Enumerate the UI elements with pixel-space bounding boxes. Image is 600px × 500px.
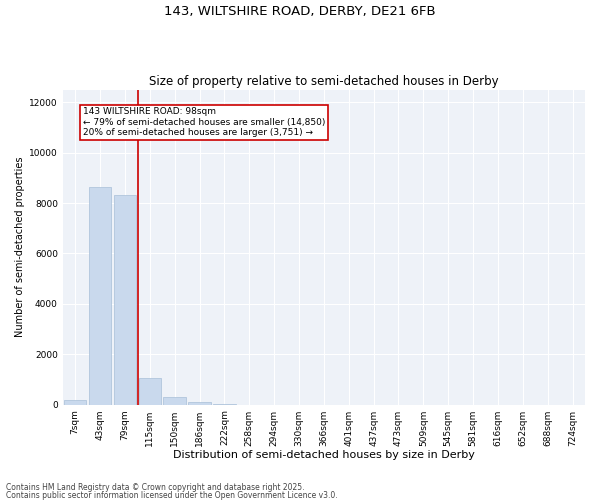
- Text: 143 WILTSHIRE ROAD: 98sqm
← 79% of semi-detached houses are smaller (14,850)
20%: 143 WILTSHIRE ROAD: 98sqm ← 79% of semi-…: [83, 108, 325, 137]
- Title: Size of property relative to semi-detached houses in Derby: Size of property relative to semi-detach…: [149, 76, 499, 88]
- Text: Contains public sector information licensed under the Open Government Licence v3: Contains public sector information licen…: [6, 490, 338, 500]
- Text: Contains HM Land Registry data © Crown copyright and database right 2025.: Contains HM Land Registry data © Crown c…: [6, 484, 305, 492]
- Y-axis label: Number of semi-detached properties: Number of semi-detached properties: [15, 157, 25, 338]
- X-axis label: Distribution of semi-detached houses by size in Derby: Distribution of semi-detached houses by …: [173, 450, 475, 460]
- Bar: [163, 397, 186, 404]
- Bar: [89, 186, 111, 404]
- Bar: [139, 378, 161, 404]
- Text: 143, WILTSHIRE ROAD, DERBY, DE21 6FB: 143, WILTSHIRE ROAD, DERBY, DE21 6FB: [164, 5, 436, 18]
- Bar: [188, 402, 211, 404]
- Bar: [64, 400, 86, 404]
- Bar: [114, 196, 136, 404]
